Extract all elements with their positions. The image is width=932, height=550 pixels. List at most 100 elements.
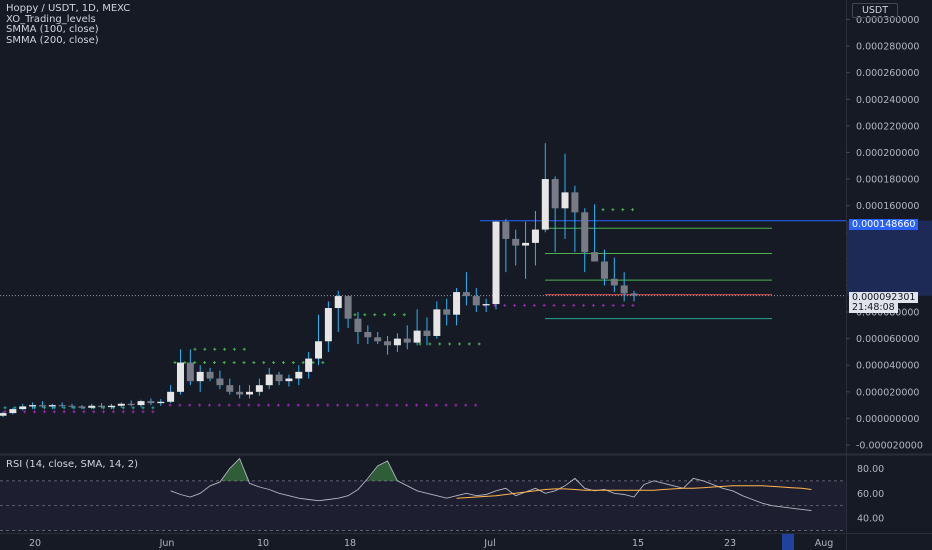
time-range-marker[interactable]: [782, 534, 794, 550]
candle-body[interactable]: [453, 292, 461, 315]
price-axis-label: 0.000200000: [856, 148, 919, 159]
price-axis-label: 0.000300000: [856, 15, 919, 26]
candle-body[interactable]: [384, 341, 392, 346]
bar-countdown: 21:48:08: [849, 302, 898, 313]
candle-body[interactable]: [443, 309, 451, 315]
price-axis-label: 0.000220000: [856, 121, 919, 132]
candle-body[interactable]: [334, 296, 342, 309]
candle-body[interactable]: [88, 405, 96, 408]
candle-body[interactable]: [0, 413, 7, 416]
candle-body[interactable]: [531, 229, 539, 243]
rsi-axis-label: 80.00: [857, 464, 884, 475]
currency-button[interactable]: USDT: [852, 3, 898, 18]
candle-body[interactable]: [551, 179, 559, 209]
candle-body[interactable]: [255, 385, 263, 392]
candle-body[interactable]: [571, 192, 579, 213]
candle-body[interactable]: [591, 252, 599, 262]
candle-body[interactable]: [176, 362, 184, 392]
candle-body[interactable]: [600, 261, 608, 279]
candle-body[interactable]: [315, 341, 323, 359]
candle-body[interactable]: [9, 409, 17, 414]
time-axis-label: Jun: [159, 538, 175, 549]
candle-body[interactable]: [206, 371, 214, 379]
candle-body[interactable]: [157, 401, 165, 404]
candle-body[interactable]: [581, 212, 589, 253]
candle-body[interactable]: [482, 304, 490, 306]
price-axis-label: 0.000020000: [856, 387, 919, 398]
candle-body[interactable]: [354, 318, 362, 332]
candle-body[interactable]: [265, 374, 273, 386]
candle-body[interactable]: [502, 221, 510, 239]
candle-body[interactable]: [492, 221, 500, 305]
candle-body[interactable]: [620, 285, 628, 294]
candle-body[interactable]: [38, 405, 46, 407]
candle-body[interactable]: [305, 358, 313, 372]
time-axis-label: 20: [29, 538, 41, 549]
candle-body[interactable]: [541, 179, 549, 230]
candle-body[interactable]: [472, 296, 480, 306]
price-axis-label: 0.000240000: [856, 95, 919, 106]
price-axis-label: 0.000060000: [856, 334, 919, 345]
rsi-pane-background: [0, 456, 846, 533]
candle-body[interactable]: [423, 330, 431, 336]
candle-body[interactable]: [403, 338, 411, 343]
time-axis-label: Aug: [815, 538, 834, 549]
indicator-smma-200[interactable]: SMMA (200, close): [6, 34, 99, 46]
indicator-smma-100[interactable]: SMMA (100, close): [6, 24, 99, 35]
candle-body[interactable]: [127, 403, 135, 406]
candle-body[interactable]: [462, 292, 470, 297]
price-axis-label: 0.000080000: [856, 308, 919, 319]
time-axis-label: 10: [257, 538, 269, 549]
price-axis-label: 0.000000000: [856, 414, 919, 425]
candle-body[interactable]: [58, 405, 66, 407]
candle-body[interactable]: [285, 378, 293, 382]
candle-body[interactable]: [29, 405, 37, 407]
time-axis-label: Jul: [483, 538, 495, 549]
candle-body[interactable]: [393, 338, 401, 346]
price-axis-label: 0.000260000: [856, 68, 919, 79]
candle-body[interactable]: [295, 371, 303, 379]
candle-body[interactable]: [246, 391, 253, 395]
rsi-line: [170, 457, 812, 512]
price-axis-label: 0.000160000: [856, 201, 919, 212]
candle-body[interactable]: [324, 308, 332, 342]
candle-body[interactable]: [98, 405, 106, 408]
candle-body[interactable]: [137, 401, 145, 406]
candle-body[interactable]: [48, 405, 56, 407]
symbol-title[interactable]: Hoppy / USDT, 1D, MEXC: [6, 3, 131, 14]
candle-body[interactable]: [68, 405, 76, 407]
candle-body[interactable]: [364, 331, 372, 338]
candle-body[interactable]: [512, 238, 520, 246]
price-axis-label: 0.000040000: [856, 361, 919, 372]
candle-body[interactable]: [167, 391, 175, 402]
candle-body[interactable]: [630, 293, 638, 296]
candle-body[interactable]: [107, 405, 115, 408]
current-price-tag: 0.000092301: [849, 292, 919, 303]
marked-level-tag: 0.000148660: [849, 219, 919, 230]
rsi-indicator-label[interactable]: RSI (14, close, SMA, 14, 2): [6, 459, 139, 470]
price-axis-label: 0.000280000: [856, 42, 919, 53]
candle-body[interactable]: [522, 242, 530, 246]
candle-body[interactable]: [147, 401, 155, 404]
candle-body[interactable]: [413, 330, 421, 343]
candle-body[interactable]: [226, 385, 234, 392]
candle-body[interactable]: [216, 378, 224, 386]
candle-body[interactable]: [433, 309, 441, 336]
candle-body[interactable]: [344, 296, 352, 319]
price-axis-label: -0.000020000: [856, 441, 923, 452]
candle-body[interactable]: [610, 278, 618, 286]
candle-body[interactable]: [236, 391, 244, 395]
candle-body[interactable]: [117, 403, 125, 406]
candle-body[interactable]: [561, 192, 569, 209]
candle-body[interactable]: [186, 362, 194, 382]
candle-body[interactable]: [374, 337, 382, 342]
rsi-ma-line: [456, 485, 812, 499]
candle-body[interactable]: [275, 374, 283, 382]
chart-legend: Hoppy / USDT, 1D, MEXC XO_Trading_levels…: [6, 3, 131, 46]
candle-body[interactable]: [196, 371, 204, 382]
rsi-axis-label: 40.00: [857, 514, 884, 525]
indicator-xo-levels[interactable]: XO_Trading_levels: [6, 13, 96, 25]
candle-body[interactable]: [78, 406, 86, 408]
candle-body[interactable]: [19, 406, 27, 410]
